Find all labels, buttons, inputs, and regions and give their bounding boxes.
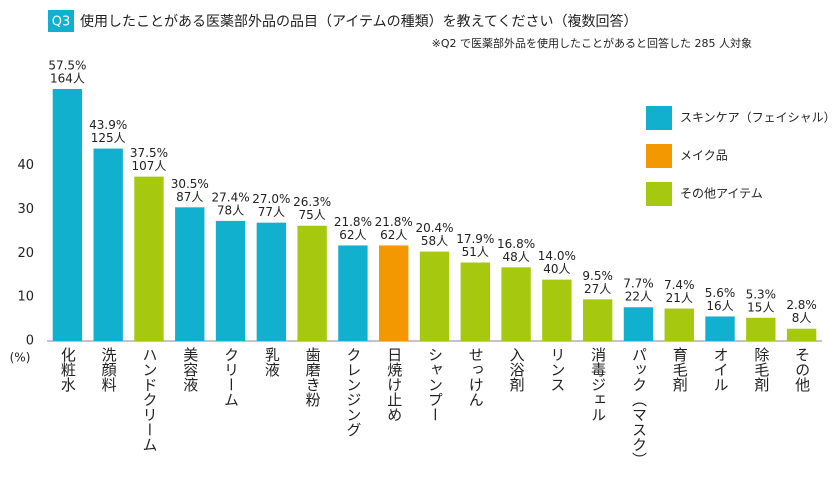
value-label: 5.6% xyxy=(705,286,736,300)
value-label: 14.0% xyxy=(538,249,576,263)
legend-swatch xyxy=(646,182,672,206)
count-label: 62人 xyxy=(339,228,366,242)
value-label: 7.4% xyxy=(664,278,695,292)
x-tick-label: リンス xyxy=(548,347,566,392)
x-tick-label: その他 xyxy=(793,347,811,393)
value-label: 57.5% xyxy=(48,58,86,72)
y-tick-label: 20 xyxy=(17,246,34,261)
bar xyxy=(175,207,205,341)
x-tick-label: 乳液 xyxy=(263,347,281,377)
bar xyxy=(379,245,409,341)
value-label: 37.5% xyxy=(130,146,168,160)
count-label: 164人 xyxy=(50,71,85,85)
bar xyxy=(93,148,123,341)
x-tick-label: ハンドクリーム xyxy=(140,347,158,452)
x-tick-label: オイル xyxy=(712,347,730,392)
bar xyxy=(664,308,694,341)
chart-title: 使用したことがある医薬部外品の品目（アイテムの種類）を教えてください（複数回答） xyxy=(80,13,637,30)
legend-label: その他アイテム xyxy=(680,187,763,201)
x-tick-label: 除毛剤 xyxy=(752,347,770,393)
x-tick-label: 美容液 xyxy=(181,347,199,392)
count-label: 62人 xyxy=(380,228,407,242)
value-label: 7.7% xyxy=(623,277,654,291)
value-label: 43.9% xyxy=(89,118,127,132)
count-label: 77人 xyxy=(258,205,285,219)
value-label: 21.8% xyxy=(334,215,372,229)
x-tick-label: パック（マスク） xyxy=(630,347,648,467)
value-label: 9.5% xyxy=(582,269,613,283)
x-tick-label: せっけん xyxy=(467,347,485,407)
value-label: 5.3% xyxy=(746,287,777,301)
bar xyxy=(705,316,735,341)
bar xyxy=(419,251,450,341)
x-tick-label: 入浴剤 xyxy=(508,347,526,393)
bar xyxy=(542,279,572,341)
count-label: 40人 xyxy=(543,262,570,276)
count-label: 15人 xyxy=(747,300,774,314)
x-tick-label: クレンジング xyxy=(344,347,362,437)
value-label: 21.8% xyxy=(375,215,413,229)
bar xyxy=(338,245,368,341)
badge: Q3 xyxy=(52,15,71,30)
x-tick-label: 洗顔料 xyxy=(100,347,118,392)
bar xyxy=(460,262,490,341)
count-label: 16人 xyxy=(706,299,733,313)
count-label: 22人 xyxy=(625,290,652,304)
count-label: 48人 xyxy=(502,250,529,264)
badge-bg xyxy=(48,10,74,32)
value-label: 2.8% xyxy=(786,298,817,312)
count-label: 107人 xyxy=(132,159,167,173)
x-tick-label: シャンプー xyxy=(426,347,444,422)
count-label: 8人 xyxy=(792,311,812,325)
legend-swatch xyxy=(646,106,672,130)
x-tick-label: クリーム xyxy=(222,347,240,407)
bar xyxy=(786,328,817,341)
y-axis-label: (%) xyxy=(10,351,31,365)
y-tick-label: 10 xyxy=(17,290,34,305)
count-label: 87人 xyxy=(176,190,203,204)
bar xyxy=(215,220,246,341)
count-label: 21人 xyxy=(666,291,693,305)
bar xyxy=(582,299,613,341)
bar xyxy=(746,317,776,341)
legend-swatch xyxy=(646,144,672,168)
bar xyxy=(134,176,164,341)
y-tick-label: 0 xyxy=(26,334,34,349)
x-tick-label: 消毒ジェル xyxy=(589,347,607,422)
subtitle: ※Q2 で医薬部外品を使用したことがあると回答した 285 人対象 xyxy=(432,36,752,50)
count-label: 27人 xyxy=(584,282,611,296)
bar xyxy=(52,88,83,341)
value-label: 27.0% xyxy=(252,192,290,206)
y-tick-label: 40 xyxy=(17,158,34,173)
count-label: 78人 xyxy=(217,203,244,217)
value-label: 27.4% xyxy=(211,190,249,204)
value-label: 17.9% xyxy=(456,232,494,246)
legend-label: スキンケア（フェイシャル） xyxy=(680,111,836,125)
x-tick-label: 化粧水 xyxy=(59,347,77,392)
value-label: 16.8% xyxy=(497,237,535,251)
count-label: 58人 xyxy=(421,234,448,248)
y-tick-label: 30 xyxy=(17,202,34,217)
bar xyxy=(501,267,531,341)
legend-label: メイク品 xyxy=(680,149,728,163)
x-tick-label: 歯磨き粉 xyxy=(304,347,322,408)
value-label: 30.5% xyxy=(171,177,209,191)
bar xyxy=(256,222,287,341)
bar xyxy=(623,307,654,341)
count-label: 75人 xyxy=(298,208,325,222)
value-label: 26.3% xyxy=(293,195,331,209)
x-tick-label: 育毛剤 xyxy=(671,347,689,393)
bar xyxy=(297,225,327,341)
x-tick-label: 日焼け止め xyxy=(385,347,403,422)
count-label: 51人 xyxy=(462,245,489,259)
value-label: 20.4% xyxy=(415,221,453,235)
count-label: 125人 xyxy=(91,131,126,145)
